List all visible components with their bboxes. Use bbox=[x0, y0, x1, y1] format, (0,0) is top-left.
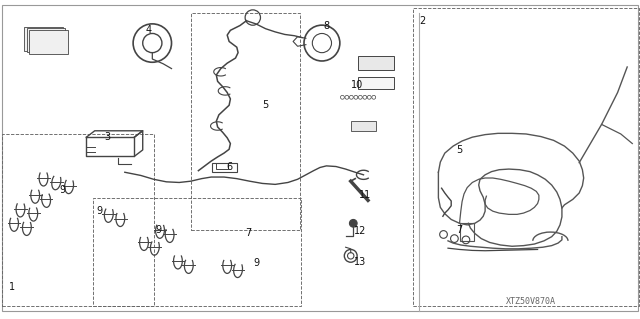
Bar bbox=[27, 28, 65, 52]
Text: 4: 4 bbox=[145, 25, 152, 35]
Bar bbox=[358, 77, 394, 89]
Text: 9: 9 bbox=[60, 185, 66, 195]
Bar bbox=[2, 134, 154, 306]
Text: 5: 5 bbox=[456, 145, 463, 155]
Bar bbox=[358, 56, 394, 70]
Text: 13: 13 bbox=[353, 256, 366, 267]
Bar bbox=[413, 8, 639, 306]
Text: 1: 1 bbox=[8, 282, 15, 292]
Bar bbox=[191, 13, 300, 230]
Circle shape bbox=[349, 219, 357, 227]
Bar bbox=[93, 198, 301, 306]
Bar bbox=[212, 163, 237, 172]
Text: 2: 2 bbox=[419, 16, 426, 26]
Text: 9: 9 bbox=[253, 258, 259, 268]
Bar bbox=[29, 30, 68, 54]
Bar bbox=[216, 163, 228, 169]
Text: 7: 7 bbox=[245, 228, 252, 238]
Text: 6: 6 bbox=[226, 162, 232, 173]
Text: 9: 9 bbox=[156, 225, 162, 235]
Text: 8: 8 bbox=[323, 20, 330, 31]
Text: 7: 7 bbox=[456, 225, 463, 235]
Text: 5: 5 bbox=[262, 100, 269, 110]
Bar bbox=[351, 121, 376, 131]
Text: 12: 12 bbox=[353, 226, 366, 236]
Bar bbox=[460, 223, 474, 241]
Text: 3: 3 bbox=[104, 132, 111, 142]
Text: 9: 9 bbox=[96, 205, 102, 216]
Text: 10: 10 bbox=[351, 80, 364, 91]
Bar bbox=[24, 27, 63, 51]
Text: 11: 11 bbox=[358, 190, 371, 200]
Text: XTZ50V870A: XTZ50V870A bbox=[506, 297, 556, 306]
